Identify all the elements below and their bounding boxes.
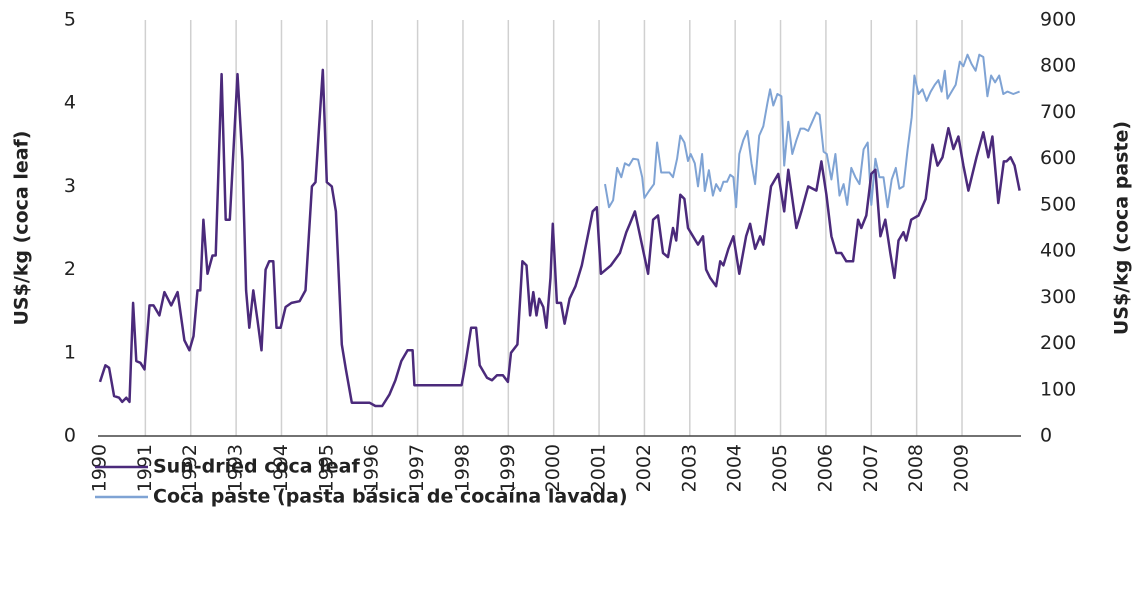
x-tick-label: 2001 — [588, 444, 610, 492]
x-tick-label: 1993 — [225, 444, 247, 492]
y2-tick-label: 200 — [1040, 332, 1076, 354]
series-line — [604, 53, 1020, 209]
series-line — [98, 68, 1021, 408]
y-tick-label: 1 — [64, 341, 76, 363]
legend-label: Coca paste (pasta básica de cocaína lava… — [153, 486, 628, 508]
y2-tick-label: 100 — [1040, 378, 1076, 400]
y-axis-title: US$/kg (coca leaf) — [11, 131, 33, 326]
y2-tick-label: 800 — [1040, 55, 1076, 77]
x-tick-label: 2004 — [724, 444, 746, 492]
y2-tick-label: 600 — [1040, 147, 1076, 169]
x-tick-label: 2000 — [542, 444, 564, 492]
y2-tick-label: 700 — [1040, 101, 1076, 123]
y-tick-label: 3 — [64, 175, 76, 197]
y-tick-label: 0 — [64, 425, 76, 447]
x-tick-label: 2005 — [769, 444, 791, 492]
x-tick-label: 1995 — [315, 444, 337, 492]
x-tick-label: 2006 — [814, 444, 836, 492]
y2-axis-title: US$/kg (coca paste) — [1111, 121, 1133, 335]
x-tick-label: 1999 — [497, 444, 519, 492]
y2-tick-label: 900 — [1040, 9, 1076, 31]
y-tick-label: 5 — [64, 9, 76, 31]
y-tick-label: 4 — [64, 92, 76, 114]
x-tick-label: 1992 — [179, 444, 201, 492]
x-tick-label: 1996 — [361, 444, 383, 492]
y2-tick-label: 300 — [1040, 286, 1076, 308]
y-tick-label: 2 — [64, 258, 76, 280]
x-tick-label: 1997 — [406, 444, 428, 492]
x-tick-label: 1994 — [270, 444, 292, 492]
x-tick-label: 2009 — [951, 444, 973, 492]
y2-tick-label: 400 — [1040, 240, 1076, 262]
x-tick-label: 1998 — [451, 444, 473, 492]
x-tick-label: 2003 — [678, 444, 700, 492]
legend-label: Sun-dried coca leaf — [153, 456, 360, 478]
y2-tick-label: 500 — [1040, 193, 1076, 215]
x-tick-label: 2002 — [633, 444, 655, 492]
x-tick-label: 2008 — [905, 444, 927, 492]
y2-tick-label: 0 — [1040, 425, 1052, 447]
x-tick-label: 2007 — [860, 444, 882, 492]
